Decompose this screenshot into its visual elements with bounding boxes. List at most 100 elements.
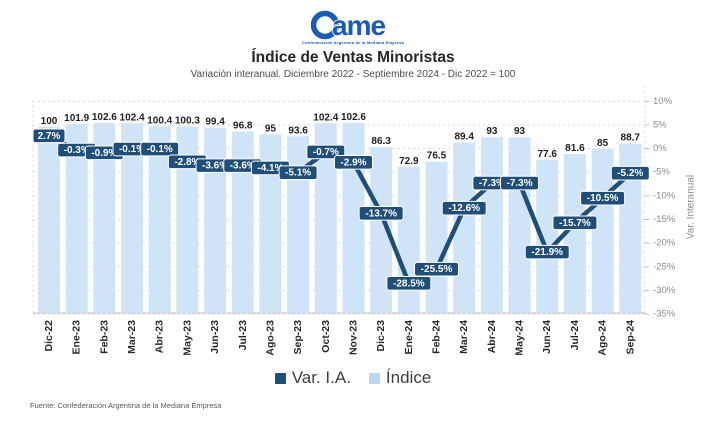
line-label-box <box>306 144 346 160</box>
source-note: Fuente: Confederación Argentina de la Me… <box>30 401 222 410</box>
legend-label-var-ia: Var. I.A. <box>291 368 351 387</box>
line-value-label: -25.5% <box>421 264 453 275</box>
line-label-box <box>32 128 66 144</box>
bar <box>231 131 254 313</box>
right-axis-tick-label: -5% <box>653 167 670 178</box>
bar-value-label: 93 <box>514 126 526 137</box>
logo-c-ring <box>310 10 340 40</box>
bar <box>619 143 642 313</box>
bar <box>259 134 282 313</box>
line-value-labels: 2.7%-0.3% -0.9% -0.1% -0.1%-2.8% -3.6% -3.6% -… <box>32 128 650 291</box>
x-axis-label: Jun-24 <box>541 320 553 354</box>
line-label-box <box>386 276 432 291</box>
bar <box>176 126 199 313</box>
bar-value-label: 100 <box>41 116 58 127</box>
right-axis-tick-label: -30% <box>653 285 676 296</box>
x-axis-label: Feb-23 <box>98 320 110 354</box>
x-axis-label: Mar-24 <box>458 320 470 354</box>
bar <box>397 166 420 313</box>
line-label-box <box>610 165 650 181</box>
line-value-label: -0.1% <box>147 144 173 155</box>
line-value-label: -0.9% <box>91 148 117 159</box>
bar-value-label: 85 <box>597 138 609 149</box>
x-axis-label: Abr-24 <box>486 320 498 353</box>
line-value-label: -15.7% <box>559 218 591 229</box>
came-logo: ame <box>0 6 706 42</box>
right-axis-tick-label: -15% <box>653 214 676 225</box>
line-value-label: -21.9% <box>531 247 563 258</box>
x-axis-label: Dic-23 <box>375 320 387 352</box>
came-logo-graphic: ame <box>310 9 387 42</box>
line-label-box <box>524 244 570 260</box>
bar <box>204 127 227 314</box>
legend-item-var-ia: Var. I.A. <box>274 368 351 388</box>
x-axis-labels: Dic-22 Ene-23 Feb-23 Mar-23 Abr-23 May-23 Jun-… <box>43 320 636 356</box>
line-value-label: -13.7% <box>365 208 397 219</box>
x-axis-label: Feb-24 <box>431 320 443 354</box>
bar-value-label: 100.3 <box>175 115 200 126</box>
bar <box>480 137 503 313</box>
line-value-label: -2.8% <box>174 157 200 168</box>
line-value-label: -0.1% <box>119 144 145 155</box>
line-label-box <box>333 155 373 170</box>
logo-text: ame <box>332 10 385 41</box>
bar <box>287 136 310 313</box>
line-value-label: -28.5% <box>393 278 425 289</box>
bar-value-label: 99.4 <box>205 117 225 128</box>
came-logo-subtext: Confederación Argentina de la Mediana Em… <box>302 40 404 45</box>
x-axis-label: May-23 <box>181 320 193 356</box>
right-axis-tick-label: -10% <box>653 190 676 201</box>
bar <box>65 124 88 313</box>
x-axis-label: Dic-22 <box>43 320 55 352</box>
bar-value-label: 81.6 <box>565 143 585 154</box>
bar-value-label: 88.7 <box>621 133 641 144</box>
line-value-label: -10.5% <box>587 193 619 204</box>
bar-value-label: 86.3 <box>371 136 391 147</box>
line-label-box <box>358 206 404 221</box>
bar-value-labels: 100 101.9 102.6 102.4 100.4 100.3 99.4 96.8 95 93… <box>41 112 641 167</box>
x-axis-label: Jun-23 <box>209 320 221 354</box>
line-value-label: -7.3% <box>506 178 532 189</box>
x-axis-label: Oct-23 <box>320 320 332 353</box>
bar-value-label: 102.6 <box>92 112 117 123</box>
bar-value-label: 100.4 <box>147 115 172 126</box>
right-axis-title: Var. Interanual <box>686 175 697 239</box>
bar <box>93 122 116 313</box>
bar <box>370 147 393 313</box>
bar-value-label: 96.8 <box>233 121 253 132</box>
right-axis-tick-label: -35% <box>653 309 676 320</box>
line-value-label: -3.6% <box>202 161 228 172</box>
bar-value-label: 93 <box>486 126 498 137</box>
x-axis-label: Ene-24 <box>403 320 415 355</box>
legend-label-indice: Índice <box>385 368 432 387</box>
x-axis-label: May-24 <box>514 320 526 356</box>
line-label-box <box>552 215 598 231</box>
bar-value-label: 101.9 <box>64 113 89 124</box>
x-axis-label: Ago-23 <box>264 320 276 356</box>
chart-subtitle: Variación interanual. Diciembre 2022 - S… <box>190 69 516 80</box>
line-value-label: -5.2% <box>617 168 643 179</box>
line-value-label: -0.7% <box>313 147 339 158</box>
bar <box>38 126 60 313</box>
line-label-box <box>414 261 460 277</box>
bar-value-label: 77.6 <box>538 149 558 160</box>
bar <box>314 123 337 313</box>
line-label-box <box>278 165 318 181</box>
bar <box>536 160 559 313</box>
line-label-box <box>140 141 180 157</box>
line-value-label: -4.1% <box>257 163 283 174</box>
line-label-box <box>441 200 487 216</box>
chart-title: Índice de Ventas Minoristas <box>251 49 455 66</box>
line-value-label: -2.9% <box>340 157 366 168</box>
line-value-label: -3.6% <box>230 161 256 172</box>
bar-value-label: 95 <box>265 123 277 134</box>
line-label-box <box>580 190 626 206</box>
x-axis-label: Jul-24 <box>569 320 581 351</box>
bar <box>591 149 614 313</box>
bar <box>121 123 144 313</box>
x-axis-label: Nov-23 <box>347 320 359 355</box>
legend-item-indice: Índice <box>368 368 432 388</box>
right-axis-tick-label: 10% <box>653 96 673 107</box>
